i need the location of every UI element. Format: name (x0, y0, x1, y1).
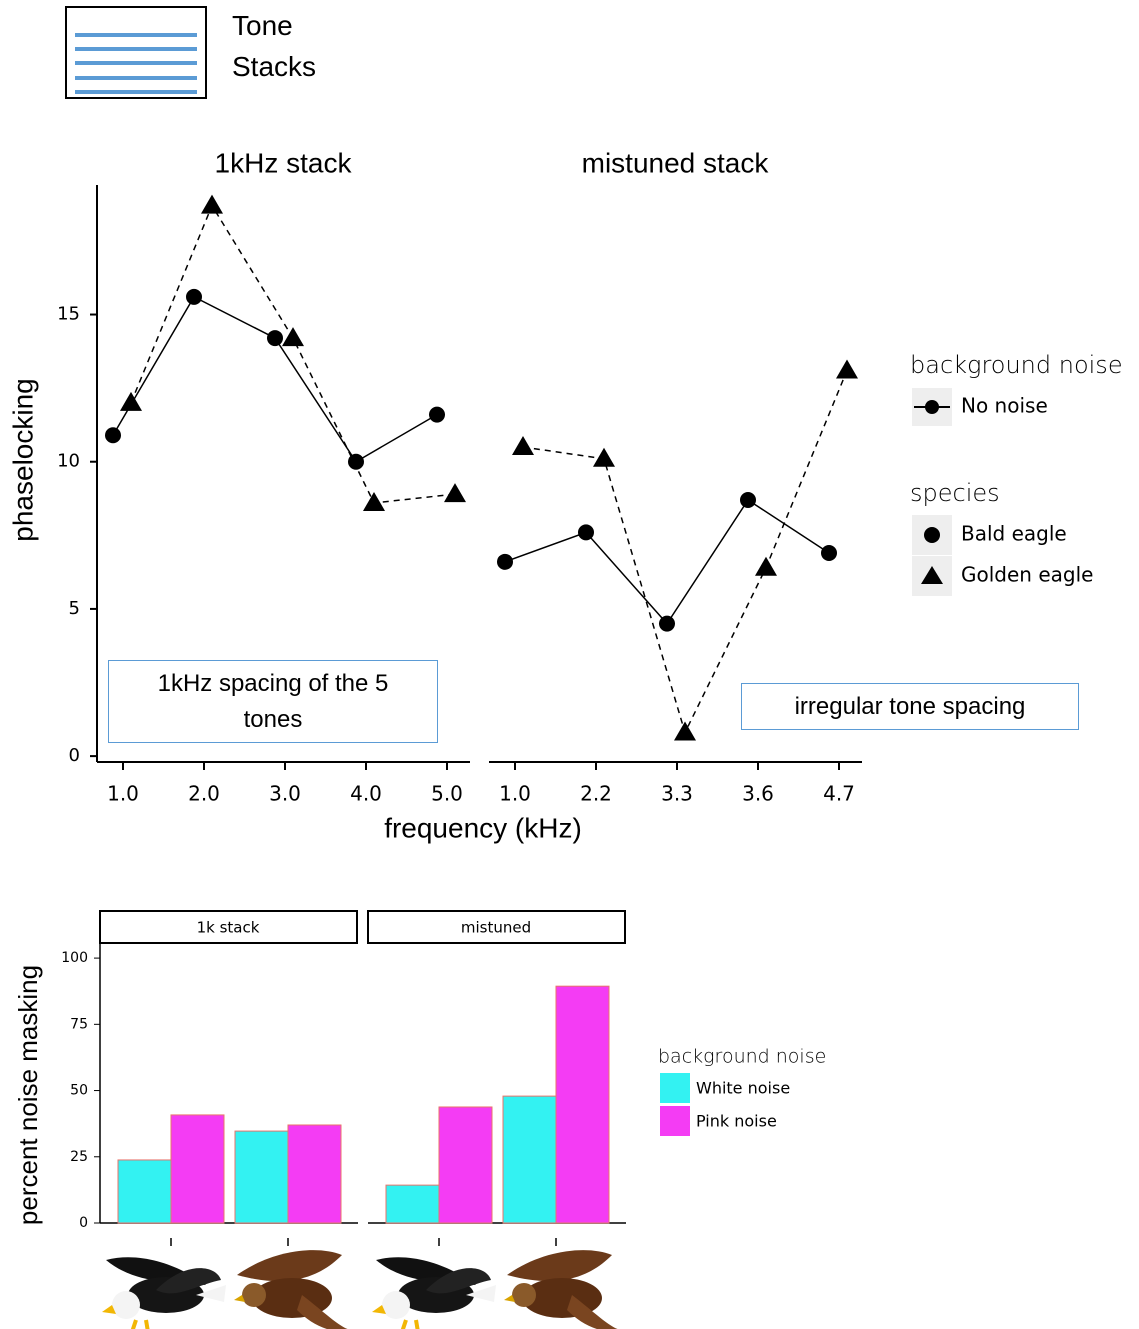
golden-eagle-image (504, 1250, 622, 1329)
y-tick-label: 75 (70, 1016, 88, 1032)
bar (385, 1184, 440, 1224)
x-axis-label: frequency (kHz) (384, 812, 582, 843)
tone-lines (75, 33, 197, 94)
golden-eagle-image (234, 1250, 352, 1329)
series-line (504, 498, 830, 625)
x-tick-label: 3.0 (269, 782, 301, 806)
series-line (112, 295, 438, 463)
x-tick-label: 1.0 (107, 782, 139, 806)
point (836, 359, 858, 379)
point (821, 544, 837, 561)
point (512, 436, 534, 456)
legend-point (924, 527, 940, 543)
x-tick-label: 1.0 (499, 782, 531, 806)
y-tick-label: 50 (70, 1083, 88, 1099)
strip (367, 910, 626, 944)
point (593, 447, 615, 467)
annotation: 1kHz spacing of the 5 tones (108, 660, 438, 743)
y-axis-label: phaselocking (7, 378, 38, 541)
point (659, 615, 675, 632)
bald-eagle-image (370, 1255, 498, 1329)
legend-title: background noise (658, 1046, 826, 1068)
y-axis-label: percent noise masking (13, 965, 43, 1225)
x-tick-label: 4.7 (823, 782, 855, 806)
bar (438, 1106, 493, 1224)
point (755, 556, 777, 576)
legend-key (660, 1106, 690, 1136)
x-tick-label: 3.6 (742, 782, 774, 806)
y-tick-label: 15 (57, 304, 80, 325)
bald-eagle-image (100, 1255, 228, 1329)
point (674, 721, 696, 741)
y-tick-label: 0 (79, 1215, 88, 1231)
y-tick-label: 25 (70, 1149, 88, 1165)
point (201, 194, 223, 214)
legend-label: Golden eagle (961, 563, 1093, 587)
series-line (130, 203, 456, 504)
x-tick-label: 4.0 (350, 782, 382, 806)
point (120, 391, 142, 411)
x-tick-label: 3.3 (661, 782, 693, 806)
bar (555, 985, 610, 1224)
legend-point (925, 400, 939, 414)
annotation: irregular tone spacing (741, 683, 1079, 730)
x-tick-label: 5.0 (431, 782, 463, 806)
bar (170, 1114, 225, 1224)
y-tick-label: 100 (61, 950, 88, 966)
tone-stack-icon (65, 6, 207, 99)
y-tick-label: 10 (57, 451, 80, 472)
point (267, 330, 283, 347)
inset-label: Tone Stacks (232, 10, 317, 82)
legend-label: Bald eagle (961, 522, 1067, 546)
point (578, 524, 594, 541)
point (186, 288, 202, 305)
legend-label: No noise (961, 394, 1048, 418)
bar (234, 1130, 289, 1224)
point (363, 491, 385, 511)
point (282, 327, 304, 347)
legend-point (921, 566, 943, 584)
point (497, 553, 513, 570)
series-line (522, 370, 848, 735)
legend-title: species (910, 479, 1000, 507)
bar (117, 1159, 172, 1224)
panel-title: mistuned stack (582, 147, 770, 178)
point (348, 453, 364, 470)
panel-title: 1kHz stack (215, 147, 353, 178)
legend-key (660, 1073, 690, 1103)
point (444, 483, 466, 503)
panel-title: mistuned (461, 919, 531, 937)
point (105, 427, 121, 444)
strip (99, 910, 358, 944)
legend-label: Pink noise (696, 1112, 777, 1131)
point (740, 491, 756, 508)
panel-title: 1k stack (197, 919, 260, 937)
bar (287, 1124, 342, 1224)
x-tick-label: 2.2 (580, 782, 612, 806)
y-tick-label: 5 (69, 598, 80, 619)
legend-title: background noise (910, 351, 1123, 379)
x-tick-label: 2.0 (188, 782, 220, 806)
legend-label: White noise (696, 1079, 790, 1098)
y-tick-label: 0 (69, 745, 80, 766)
point (429, 406, 445, 423)
bar (502, 1095, 557, 1224)
